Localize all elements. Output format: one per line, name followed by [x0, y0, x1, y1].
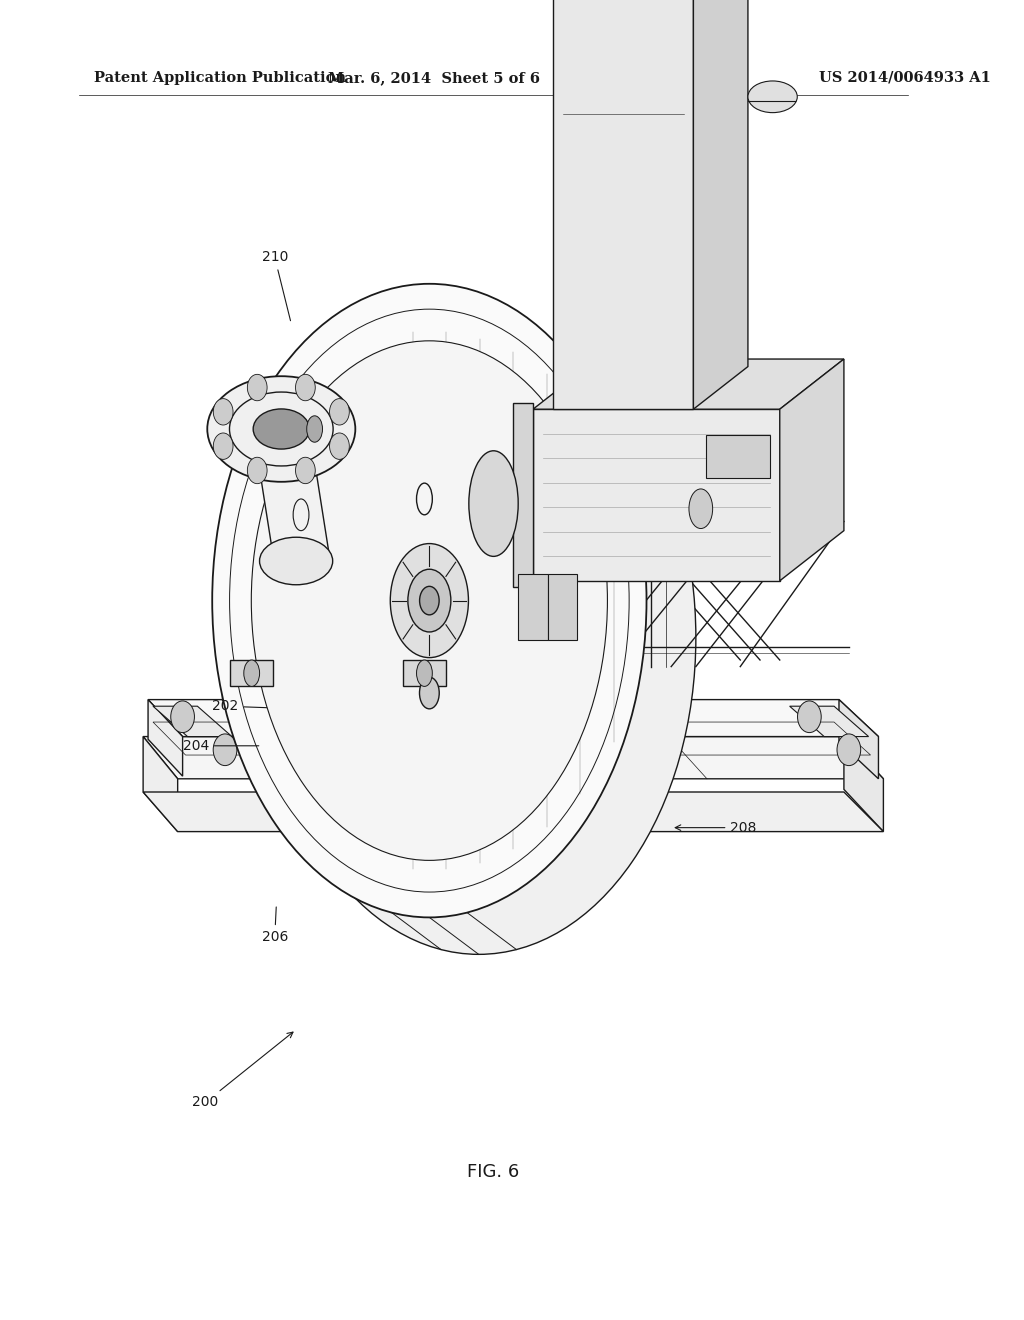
Ellipse shape: [248, 375, 267, 401]
Text: 210: 210: [261, 251, 291, 321]
Polygon shape: [790, 706, 868, 737]
Ellipse shape: [261, 321, 696, 954]
Polygon shape: [415, 660, 454, 700]
Text: 202: 202: [212, 700, 406, 715]
Polygon shape: [839, 700, 879, 779]
Polygon shape: [153, 706, 232, 737]
Polygon shape: [402, 660, 446, 686]
Ellipse shape: [213, 734, 237, 766]
Polygon shape: [143, 792, 884, 832]
Ellipse shape: [837, 734, 861, 766]
Ellipse shape: [307, 416, 323, 442]
Polygon shape: [553, 0, 693, 409]
Text: US 2014/0064933 A1: US 2014/0064933 A1: [819, 71, 991, 84]
Ellipse shape: [248, 457, 267, 483]
Polygon shape: [693, 0, 748, 409]
Polygon shape: [253, 429, 329, 554]
Ellipse shape: [408, 569, 451, 632]
Ellipse shape: [251, 341, 607, 861]
Text: 200: 200: [193, 1032, 293, 1109]
Polygon shape: [534, 359, 844, 409]
Ellipse shape: [212, 284, 646, 917]
Polygon shape: [230, 660, 273, 686]
Polygon shape: [534, 409, 779, 581]
Ellipse shape: [253, 409, 309, 449]
Polygon shape: [143, 737, 178, 832]
Ellipse shape: [748, 81, 798, 112]
Polygon shape: [844, 737, 884, 832]
Text: 206: 206: [261, 907, 288, 944]
Text: 204: 204: [182, 739, 259, 752]
Ellipse shape: [420, 586, 439, 615]
Ellipse shape: [798, 701, 821, 733]
Polygon shape: [513, 403, 534, 587]
Text: FIG. 6: FIG. 6: [467, 1163, 519, 1181]
Ellipse shape: [469, 451, 518, 557]
Ellipse shape: [296, 375, 315, 401]
Ellipse shape: [259, 537, 333, 585]
Polygon shape: [222, 660, 261, 700]
Text: Patent Application Publication: Patent Application Publication: [94, 71, 346, 84]
Polygon shape: [148, 700, 182, 776]
Polygon shape: [518, 574, 548, 640]
Text: 208: 208: [675, 821, 757, 834]
Polygon shape: [227, 607, 252, 660]
Ellipse shape: [244, 660, 260, 686]
Ellipse shape: [390, 544, 468, 657]
Polygon shape: [148, 700, 879, 737]
Ellipse shape: [213, 399, 233, 425]
Ellipse shape: [417, 660, 432, 686]
Polygon shape: [548, 574, 578, 640]
Ellipse shape: [330, 433, 349, 459]
Ellipse shape: [207, 376, 355, 482]
Ellipse shape: [330, 399, 349, 425]
Ellipse shape: [296, 457, 315, 483]
Text: Mar. 6, 2014  Sheet 5 of 6: Mar. 6, 2014 Sheet 5 of 6: [329, 71, 541, 84]
Ellipse shape: [171, 701, 195, 733]
Ellipse shape: [689, 488, 713, 528]
Polygon shape: [420, 607, 444, 660]
Ellipse shape: [213, 433, 233, 459]
Polygon shape: [706, 436, 770, 478]
Polygon shape: [779, 359, 844, 581]
Polygon shape: [143, 737, 884, 779]
Ellipse shape: [420, 677, 439, 709]
